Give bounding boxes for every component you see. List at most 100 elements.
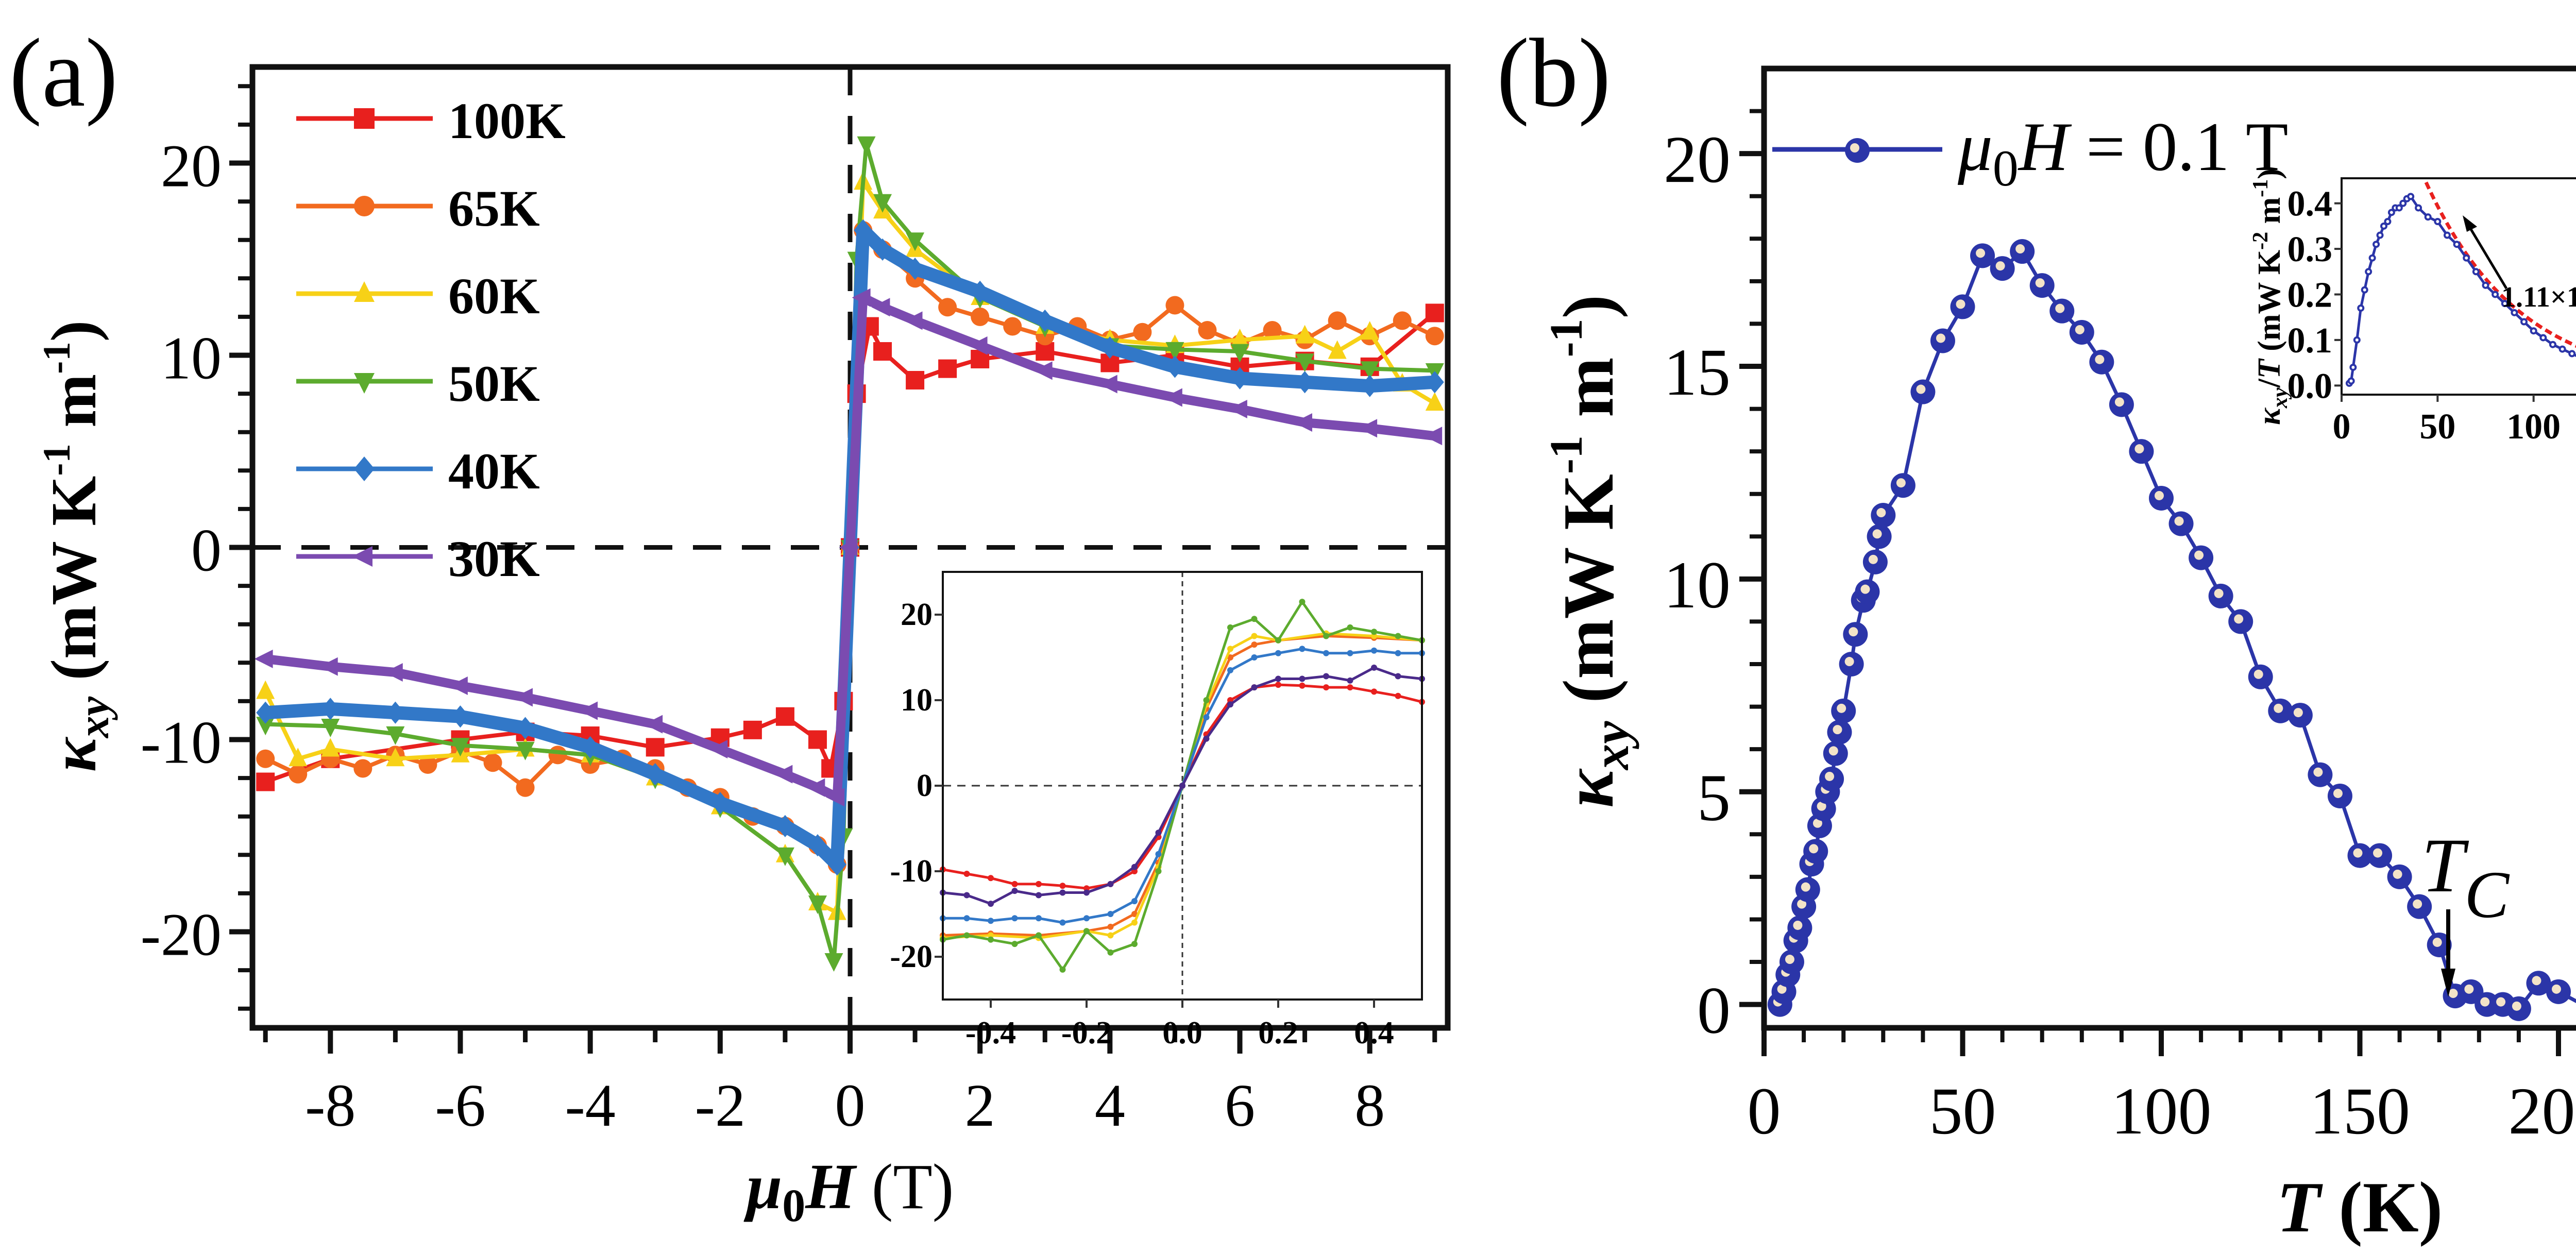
panel-a-inset-data-point bbox=[1011, 888, 1018, 894]
panel-a-x-tick-label: 2 bbox=[965, 1072, 995, 1139]
panel-b-inset-y-tick-label: 0.1 bbox=[2287, 321, 2333, 361]
panel-a-inset-data-point bbox=[1059, 919, 1066, 926]
panel-a-x-tick-label: 6 bbox=[1225, 1072, 1255, 1139]
panel-b-data-point-highlight bbox=[2234, 614, 2244, 624]
panel-b-inset-data-point-highlight bbox=[2351, 365, 2355, 369]
panel-a-inset-data-point bbox=[1131, 941, 1138, 947]
panel-a-label: (a) bbox=[9, 19, 118, 127]
panel-a-inset-data-point bbox=[1011, 941, 1018, 947]
panel-a-data-point bbox=[743, 720, 762, 739]
panel-b-data-point-highlight bbox=[2015, 244, 2025, 254]
panel-a-data-point bbox=[1425, 371, 1444, 394]
panel-a-data-point bbox=[514, 688, 533, 707]
panel-b-data-point-highlight bbox=[1793, 920, 1803, 930]
panel-a-legend-marker bbox=[354, 281, 375, 302]
panel-a-inset-data-point bbox=[963, 870, 970, 877]
panel-a-legend-label: 100K bbox=[448, 92, 566, 149]
panel-a-data-point bbox=[775, 707, 794, 726]
panel-a-data-point bbox=[1425, 392, 1444, 411]
panel-a-legend-marker bbox=[352, 546, 372, 567]
panel-b-data-point-highlight bbox=[2373, 848, 2383, 858]
panel-a-inset-data-point bbox=[1395, 633, 1401, 639]
panel-a-axes bbox=[229, 64, 1451, 1054]
panel-a-inset-data-point bbox=[963, 892, 970, 899]
panel-a-data-point bbox=[579, 701, 598, 720]
panel-b-data-point-highlight bbox=[1896, 478, 1906, 488]
panel-a-legend-label: 40K bbox=[448, 443, 540, 500]
panel-b-y-tick-label: 10 bbox=[1664, 548, 1731, 622]
panel-b-data-point-highlight bbox=[2512, 1001, 2521, 1011]
panel-b-x-tick-label: 150 bbox=[2310, 1074, 2410, 1148]
panel-a-inset-data-point bbox=[1371, 647, 1377, 654]
panel-b-x-tick-label: 100 bbox=[2111, 1074, 2212, 1148]
panel-a-inset-data-point bbox=[1131, 919, 1138, 926]
panel-a-inset-data-point bbox=[1203, 714, 1210, 721]
panel-b-inset-data-point-highlight bbox=[2382, 224, 2385, 228]
panel-a-data-point bbox=[483, 753, 502, 772]
panel-b-inset-data-point-highlight bbox=[2426, 215, 2430, 219]
panel-b-data-point-highlight bbox=[2532, 976, 2541, 986]
panel-b-axes bbox=[1739, 65, 2576, 1056]
panel-a-inset-data-point bbox=[1275, 675, 1281, 682]
panel-a-x-tick-label: -6 bbox=[435, 1072, 485, 1139]
panel-b-series bbox=[1767, 239, 2576, 1021]
panel-a-inset-x-tick-label: 0.0 bbox=[1162, 1015, 1202, 1051]
panel-a-data-point bbox=[906, 370, 925, 390]
panel-b-inset-data-point-highlight bbox=[2409, 195, 2413, 198]
panel-b-data-point-highlight bbox=[1872, 529, 1882, 539]
panel-b-data-point-highlight bbox=[1868, 554, 1878, 564]
panel-a-data-point bbox=[1003, 317, 1022, 336]
panel-a-inset-data-point bbox=[1251, 641, 1258, 648]
panel-b-data-point-highlight bbox=[1812, 818, 1822, 828]
panel-b-inset-data-point-highlight bbox=[2359, 307, 2363, 310]
panel-b-data-point-highlight bbox=[1916, 384, 1926, 394]
panel-a-inset-data-point bbox=[1299, 599, 1306, 605]
panel-a-data-point bbox=[806, 778, 825, 797]
panel-b-inset-data-point-highlight bbox=[2386, 220, 2389, 223]
panel-b-data-point-highlight bbox=[2496, 997, 2506, 1007]
panel-a-inset-data-point bbox=[988, 901, 994, 907]
panel-b-inset-data-point-highlight bbox=[2389, 211, 2393, 214]
panel-a-data-point bbox=[873, 238, 892, 261]
panel-a-data-point bbox=[644, 715, 663, 734]
panel-b-data-point-highlight bbox=[1833, 725, 1842, 735]
panel-b-inset-background bbox=[2342, 178, 2576, 395]
panel-b-plot-area bbox=[1767, 239, 2576, 1021]
panel-b-inset-data-point-highlight bbox=[2551, 343, 2554, 346]
panel-a-inset-data-point bbox=[1227, 654, 1233, 661]
panel-a-data-point bbox=[1036, 309, 1055, 332]
panel-a-data-point bbox=[1033, 361, 1053, 380]
panel-b-inset-fit-equation: 1.11×10⁻³ exp(-T/48.6)-2.78×10⁻³ bbox=[2501, 281, 2576, 313]
panel-b-inset-x-tick-label: 0 bbox=[2333, 407, 2351, 447]
panel-a-data-point bbox=[938, 359, 957, 378]
panel-b-inset-data-point-highlight bbox=[2474, 270, 2478, 274]
panel-a-inset-data-point bbox=[1011, 881, 1018, 887]
panel-a-data-point bbox=[321, 718, 340, 737]
panel-a-data-point bbox=[451, 738, 470, 757]
panel-a-data-point bbox=[353, 759, 372, 778]
panel-a-inset-data-point bbox=[1299, 675, 1306, 682]
panel-a-legend-item-50K: 50K bbox=[296, 355, 540, 412]
panel-b-inset-data-point-highlight bbox=[2561, 347, 2564, 351]
panel-a-data-point bbox=[1328, 311, 1347, 330]
panel-b-data-point-highlight bbox=[2035, 278, 2045, 288]
panel-b-data-point-highlight bbox=[2174, 516, 2184, 526]
panel-a-inset-data-point bbox=[1227, 646, 1233, 652]
panel-b-data-point-highlight bbox=[2055, 303, 2065, 313]
panel-a-data-point bbox=[808, 834, 827, 857]
panel-a-data-point bbox=[386, 726, 405, 745]
panel-a-data-point bbox=[906, 232, 925, 251]
panel-a-data-point bbox=[852, 288, 871, 307]
panel-a-inset-data-point bbox=[1203, 697, 1210, 703]
panel-b-inset-data-point-highlight bbox=[2349, 379, 2353, 383]
panel-a-data-point bbox=[871, 298, 890, 317]
panel-b-inset-data-point-highlight bbox=[2503, 302, 2506, 306]
panel-a-inset-data-point bbox=[1395, 692, 1401, 699]
panel-a-legend-marker bbox=[354, 196, 375, 216]
panel-a-inset-series-30K bbox=[940, 664, 1425, 907]
panel-b-data-point-highlight bbox=[2432, 937, 2442, 947]
panel-a-data-point bbox=[1360, 321, 1379, 340]
panel-a-inset-data-point bbox=[1155, 829, 1162, 836]
